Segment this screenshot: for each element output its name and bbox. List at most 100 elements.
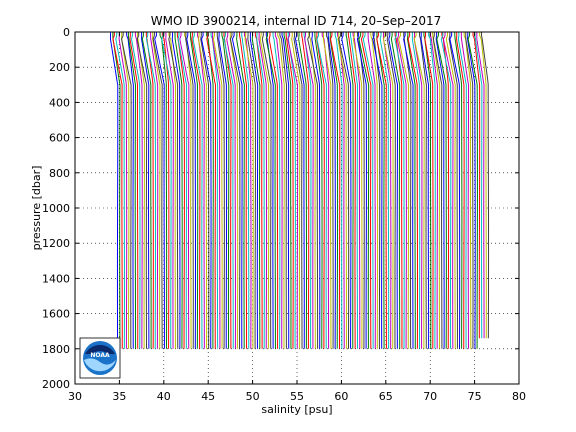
profile-line xyxy=(129,32,139,349)
profile-line xyxy=(388,32,399,349)
profile-line xyxy=(186,32,196,349)
profile-line xyxy=(118,32,128,349)
y-tick-label: 1800 xyxy=(42,343,70,356)
profile-line xyxy=(467,32,476,349)
profile-line xyxy=(206,32,216,349)
x-tick-label: 55 xyxy=(290,390,304,403)
x-tick-label: 70 xyxy=(423,390,437,403)
profile-line xyxy=(141,32,150,349)
profile-line xyxy=(174,32,183,349)
profile-line xyxy=(481,32,490,339)
profile-line xyxy=(145,32,157,349)
profile-line xyxy=(109,32,119,349)
profile-line xyxy=(283,32,292,349)
profile-line xyxy=(311,32,321,349)
profile-line xyxy=(265,32,274,349)
profile-line xyxy=(131,32,141,349)
profile-line xyxy=(112,32,121,349)
profile-line xyxy=(291,32,301,349)
profile-line xyxy=(141,32,152,349)
profile-line xyxy=(226,32,236,349)
profile-line xyxy=(268,32,279,349)
profile-line xyxy=(184,32,192,349)
profile-line xyxy=(247,32,256,349)
profile-line xyxy=(403,32,412,349)
y-tick-label: 1000 xyxy=(42,202,70,215)
profile-line xyxy=(171,32,181,349)
profile-line xyxy=(179,32,190,349)
profile-line xyxy=(161,32,170,349)
profile-line xyxy=(279,32,288,349)
profile-line xyxy=(449,32,461,349)
profile-line xyxy=(430,32,438,349)
profile-line xyxy=(168,32,177,349)
logo-text: NOAA xyxy=(90,352,110,359)
profile-line xyxy=(274,32,283,349)
profile-line xyxy=(376,32,385,349)
profile-line xyxy=(420,32,430,349)
profile-line xyxy=(301,32,310,349)
profile-line xyxy=(448,32,458,349)
profile-line xyxy=(347,32,356,349)
profile-line xyxy=(413,32,423,349)
profile-line xyxy=(287,32,296,349)
profile-line xyxy=(403,32,414,349)
profile-line xyxy=(294,32,305,349)
profile-line xyxy=(177,32,188,349)
profile-line xyxy=(356,32,365,349)
profile-line xyxy=(321,32,330,349)
profile-line xyxy=(265,32,276,349)
profile-line xyxy=(338,32,350,349)
logo-wave xyxy=(84,358,116,372)
profile-line xyxy=(308,32,316,349)
profile-line xyxy=(198,32,208,349)
profile-line xyxy=(325,32,334,349)
profile-line xyxy=(298,32,307,349)
axis-ticks xyxy=(74,31,520,385)
profile-line xyxy=(442,32,454,349)
profile-line xyxy=(239,32,248,349)
profile-line xyxy=(472,32,481,339)
profile-line xyxy=(191,32,201,349)
profile-line xyxy=(200,32,210,349)
y-tick-label: 0 xyxy=(63,26,70,39)
profile-line xyxy=(206,32,214,349)
profile-line xyxy=(316,32,325,349)
profile-line xyxy=(345,32,354,349)
profile-line xyxy=(190,32,199,349)
x-tick-label: 75 xyxy=(468,390,482,403)
x-tick-label: 50 xyxy=(246,390,260,403)
profile-line xyxy=(440,32,452,349)
profile-line xyxy=(406,32,416,349)
profile-line xyxy=(419,32,427,349)
profile-line xyxy=(285,32,294,349)
profile-line xyxy=(185,32,194,349)
profile-line xyxy=(121,32,130,349)
profile-line xyxy=(251,32,261,349)
profile-line xyxy=(259,32,270,349)
profile-line xyxy=(216,32,225,349)
profile-line xyxy=(352,32,363,349)
profile-line xyxy=(304,32,314,349)
profile-line xyxy=(197,32,205,349)
profile-line xyxy=(303,32,312,349)
profile-line xyxy=(372,32,381,349)
profile-line xyxy=(411,32,421,349)
x-tick-label: 65 xyxy=(379,390,393,403)
profile-line xyxy=(161,32,172,349)
profile-line xyxy=(329,32,339,349)
profile-line xyxy=(287,32,299,349)
profile-line xyxy=(229,32,239,349)
y-tick-label: 2000 xyxy=(42,378,70,391)
profile-line xyxy=(457,32,467,349)
profile-line xyxy=(249,32,259,349)
profile-line xyxy=(236,32,245,349)
profile-line xyxy=(223,32,232,349)
y-tick-label: 400 xyxy=(49,96,70,109)
profile-line xyxy=(382,32,394,349)
profile-line xyxy=(126,32,134,349)
x-tick-label: 35 xyxy=(112,390,126,403)
profile-line xyxy=(258,32,268,349)
profile-line xyxy=(394,32,403,349)
profile-line xyxy=(244,32,254,349)
